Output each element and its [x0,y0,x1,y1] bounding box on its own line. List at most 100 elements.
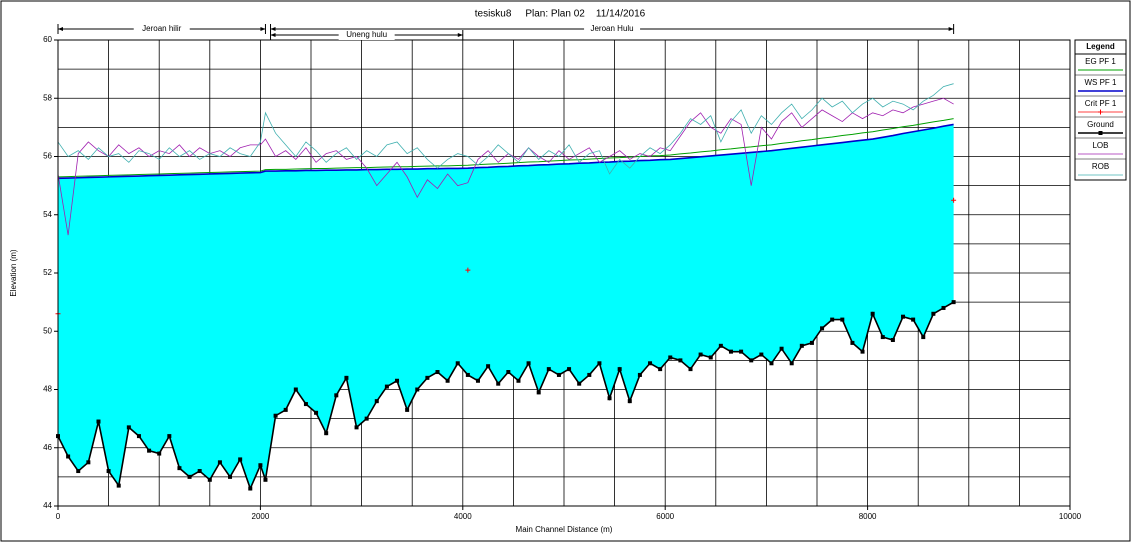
point-marker [445,378,450,383]
y-tick-label: 46 [43,443,52,452]
point-marker [536,390,541,395]
point-marker [405,407,410,412]
point-marker [147,448,152,453]
point-marker [698,352,703,357]
point-marker [465,267,471,273]
legend-label: Ground [1087,120,1114,129]
point-marker [931,311,936,316]
point-marker [830,317,835,322]
legend-label: Crit PF 1 [1085,99,1117,108]
point-marker [901,314,906,319]
legend-marker [1098,109,1103,115]
point-marker [577,381,582,386]
y-tick-label: 44 [43,501,52,510]
y-tick-label: 50 [43,326,52,335]
point-marker [526,361,531,366]
point-marker [637,372,642,377]
point-marker [820,326,825,331]
point-marker [76,469,81,474]
series-line [57,123,954,180]
point-marker [567,367,572,372]
point-marker [769,361,774,366]
point-marker [475,378,480,383]
point-marker [779,346,784,351]
legend-label: ROB [1092,162,1109,171]
point-marker [66,454,71,459]
point-marker [455,361,460,366]
point-marker [116,483,121,488]
point-marker [799,343,804,348]
point-marker [303,402,308,407]
x-tick-label: 6000 [656,512,674,521]
point-marker [217,460,222,465]
reach-label-bg [133,24,190,34]
point-marker [293,387,298,392]
point-marker [688,367,693,372]
point-marker [840,317,845,322]
point-marker [197,469,202,474]
point-marker [465,372,470,377]
point-marker [617,367,622,372]
point-marker [870,311,875,316]
point-marker [546,367,551,372]
series-line [57,83,954,175]
point-marker [334,393,339,398]
point-marker [496,381,501,386]
point-marker [238,457,243,462]
legend-title: Legend [1086,42,1115,51]
reach-label-bg [584,24,641,34]
legend-marker [1098,131,1103,135]
chart-title: tesisku8 Plan: Plan 02 11/14/2016 [475,9,646,20]
x-axis-label: Main Channel Distance (m) [516,525,613,534]
y-tick-label: 52 [43,268,52,277]
point-marker [678,358,683,363]
point-marker [283,407,288,412]
y-axis-label: Elevation (m) [9,249,18,296]
point-marker [96,419,101,424]
series-line [57,118,954,178]
point-marker [728,349,733,354]
point-marker [648,361,653,366]
point-marker [860,349,865,354]
point-marker [749,358,754,363]
point-marker [415,387,420,392]
point-marker [739,349,744,354]
point-marker [708,355,713,360]
legend-label: EG PF 1 [1085,57,1116,66]
point-marker [556,372,561,377]
point-marker [911,317,916,322]
point-marker [597,361,602,366]
point-marker [850,340,855,345]
point-marker [506,370,511,375]
x-tick-label: 0 [56,512,61,521]
point-marker [951,197,957,203]
point-marker [187,474,192,479]
point-marker [809,340,814,345]
x-tick-label: 10000 [1059,512,1082,521]
point-marker [384,384,389,389]
point-marker [627,399,632,404]
x-tick-label: 2000 [252,512,270,521]
x-tick-label: 8000 [859,512,877,521]
point-marker [157,451,162,456]
point-marker [126,425,131,430]
y-tick-label: 54 [43,210,52,219]
point-marker [435,370,440,375]
point-marker [658,367,663,372]
point-marker [395,378,400,383]
point-marker [86,460,91,465]
point-marker [207,477,212,482]
plot-area [55,40,1070,506]
point-marker [228,474,233,479]
series-line [57,97,954,236]
y-tick-label: 60 [43,35,52,44]
reach-label-bg [338,30,395,40]
point-marker [167,434,172,439]
point-marker [273,413,278,418]
point-marker [880,335,885,340]
legend-label: LOB [1092,141,1108,150]
point-marker [516,378,521,383]
point-marker [258,463,263,468]
point-marker [374,399,379,404]
